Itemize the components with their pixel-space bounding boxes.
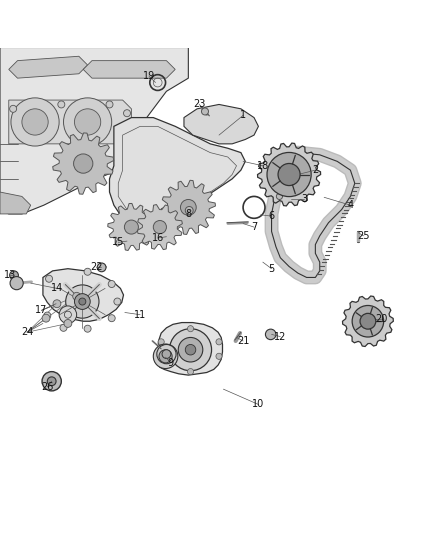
Circle shape	[153, 221, 166, 233]
Text: 6: 6	[268, 211, 275, 221]
Text: 9: 9	[168, 358, 174, 368]
Circle shape	[170, 329, 212, 371]
Text: 12: 12	[274, 332, 286, 342]
Circle shape	[66, 285, 99, 318]
Circle shape	[216, 353, 222, 359]
Circle shape	[58, 101, 65, 108]
Polygon shape	[258, 143, 321, 206]
Text: 22: 22	[90, 262, 102, 271]
Circle shape	[180, 199, 196, 215]
Circle shape	[64, 98, 112, 146]
Circle shape	[46, 275, 53, 282]
Polygon shape	[9, 100, 131, 144]
Text: 21: 21	[237, 336, 249, 346]
Circle shape	[74, 109, 101, 135]
Text: 17: 17	[35, 305, 48, 316]
Text: 19: 19	[143, 71, 155, 81]
Polygon shape	[0, 192, 31, 214]
Text: 3: 3	[301, 193, 307, 204]
Text: 13: 13	[4, 270, 16, 280]
Circle shape	[187, 326, 194, 332]
Circle shape	[185, 344, 196, 355]
Circle shape	[157, 344, 176, 364]
Circle shape	[44, 312, 51, 319]
Circle shape	[216, 339, 222, 345]
Polygon shape	[0, 47, 188, 214]
Text: 15: 15	[112, 237, 124, 247]
Polygon shape	[108, 204, 155, 251]
Circle shape	[64, 319, 72, 327]
Circle shape	[276, 193, 283, 199]
Text: 4: 4	[347, 200, 353, 210]
Polygon shape	[53, 133, 114, 194]
Circle shape	[159, 350, 172, 363]
Polygon shape	[343, 296, 393, 346]
Text: 24: 24	[21, 327, 33, 337]
Circle shape	[22, 109, 48, 135]
Circle shape	[178, 337, 203, 362]
Circle shape	[97, 263, 106, 272]
Text: 16: 16	[152, 233, 164, 243]
Polygon shape	[138, 205, 182, 249]
Circle shape	[11, 98, 59, 146]
Circle shape	[108, 280, 115, 287]
Text: 18: 18	[257, 161, 269, 171]
Circle shape	[278, 164, 300, 185]
Circle shape	[162, 350, 171, 359]
Text: 11: 11	[134, 310, 146, 320]
Circle shape	[10, 271, 18, 280]
Polygon shape	[43, 269, 124, 321]
Text: 26: 26	[41, 382, 53, 392]
Text: 8: 8	[185, 209, 191, 219]
Polygon shape	[161, 180, 215, 235]
Circle shape	[53, 300, 61, 308]
Circle shape	[60, 324, 67, 332]
Circle shape	[106, 101, 113, 108]
Text: 10: 10	[252, 399, 265, 409]
Circle shape	[42, 372, 61, 391]
Circle shape	[267, 152, 311, 197]
Circle shape	[265, 329, 276, 340]
Circle shape	[74, 294, 90, 310]
Circle shape	[201, 108, 208, 115]
Text: 7: 7	[251, 222, 257, 232]
Circle shape	[74, 154, 93, 173]
Polygon shape	[184, 104, 258, 144]
Circle shape	[352, 305, 384, 337]
Circle shape	[161, 353, 167, 359]
Circle shape	[360, 313, 376, 329]
Text: 1: 1	[240, 110, 246, 120]
Text: 5: 5	[268, 264, 275, 273]
Polygon shape	[83, 61, 175, 78]
Text: 2: 2	[312, 165, 318, 175]
Polygon shape	[110, 118, 245, 236]
Circle shape	[124, 220, 138, 234]
Text: 14: 14	[51, 284, 63, 293]
Circle shape	[73, 292, 81, 300]
Circle shape	[158, 339, 164, 345]
Circle shape	[187, 368, 194, 375]
Circle shape	[79, 298, 86, 305]
Circle shape	[84, 325, 91, 332]
Circle shape	[59, 306, 77, 324]
Circle shape	[84, 268, 91, 275]
Polygon shape	[9, 56, 88, 78]
Circle shape	[108, 314, 115, 322]
Circle shape	[10, 277, 23, 290]
Circle shape	[124, 110, 131, 117]
Circle shape	[10, 106, 17, 112]
Circle shape	[153, 344, 178, 368]
Circle shape	[47, 377, 56, 386]
Circle shape	[185, 206, 193, 214]
Text: 25: 25	[357, 231, 370, 241]
Text: 23: 23	[193, 100, 205, 109]
Text: 20: 20	[375, 314, 387, 324]
Circle shape	[42, 314, 50, 322]
Polygon shape	[158, 322, 223, 375]
Circle shape	[114, 298, 121, 305]
